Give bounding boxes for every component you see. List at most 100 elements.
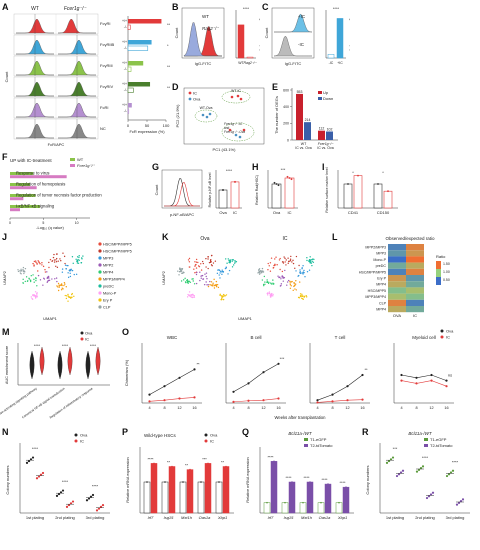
o-legend-ova: Ova xyxy=(446,329,454,334)
i-bar xyxy=(373,183,383,209)
panel-o: O Ova IC WBC 4 8 12 16 ** B cell 4 8 12 16 *** T cell 4… xyxy=(120,325,480,425)
g-y-axis-label: Count xyxy=(154,184,159,196)
o-series-point xyxy=(193,368,196,371)
p-point xyxy=(153,462,155,465)
panel-label-i: I xyxy=(322,162,325,172)
k-ova-umap-point xyxy=(219,272,221,274)
i-point xyxy=(347,183,349,185)
p-bar xyxy=(186,469,194,514)
b-legend-wt: WT xyxy=(202,14,209,19)
k-ic-umap-point xyxy=(284,261,286,263)
j-umap-point xyxy=(29,280,32,283)
r-point xyxy=(457,501,461,504)
b-bar xyxy=(246,56,254,59)
k-ic-umap-point xyxy=(278,276,280,279)
k-ic-umap-point xyxy=(259,270,261,273)
k-ova-umap-point xyxy=(192,293,194,296)
a-row-label: NC xyxy=(100,126,106,131)
j-umap-point xyxy=(33,265,35,267)
j-umap-point xyxy=(57,260,59,262)
b-category-label: Rag2⁻/⁻ xyxy=(243,61,257,65)
j-umap-point xyxy=(36,285,38,287)
k-ic-umap-point xyxy=(276,264,278,266)
j-umap-point xyxy=(67,272,69,274)
o-series-point xyxy=(178,397,181,400)
b-legend-rag: Rag2⁻/⁻ xyxy=(202,26,219,31)
f-bar-wt xyxy=(10,183,30,186)
l-ratio-title: Ratio xyxy=(436,254,446,259)
h-point xyxy=(275,183,278,185)
k-ova-umap-point xyxy=(193,294,195,297)
k-ic-umap-point xyxy=(290,285,292,287)
k-ic-umap-point xyxy=(270,282,272,284)
r-point xyxy=(447,473,451,476)
k-ova-umap-point xyxy=(212,282,214,284)
j-umap-point xyxy=(57,286,59,288)
c-category-label: -IC xyxy=(329,61,334,65)
k-ic-umap-point xyxy=(289,283,292,286)
q-gene-label: Irf7 xyxy=(268,515,275,520)
i-significance: * xyxy=(382,170,384,175)
o-legend-dot-ic xyxy=(440,335,444,339)
l-heatmap-cell xyxy=(406,281,424,288)
l-column-label: OVA xyxy=(393,313,401,318)
a-bar-wt xyxy=(128,103,132,108)
k-ova-umap-point xyxy=(201,275,203,277)
b-significance: **** xyxy=(243,6,250,11)
j-umap-point xyxy=(31,298,34,300)
n-category-label: 1st plating xyxy=(26,515,44,520)
k-ic-umap-point xyxy=(282,261,284,263)
r-point xyxy=(387,459,391,463)
j-umap-point xyxy=(35,261,37,264)
c-significance: **** xyxy=(333,6,340,11)
i-point xyxy=(377,183,379,185)
o-subplot-title: B cell xyxy=(250,335,261,340)
p-significance: *** xyxy=(202,457,207,461)
p-legend-ova: Ova xyxy=(210,433,218,438)
c-bar xyxy=(336,18,344,59)
l-heatmap-cell xyxy=(406,244,424,251)
q-bar xyxy=(324,483,332,514)
k-ic-umap-point xyxy=(264,281,266,283)
l-heatmap-cell xyxy=(388,299,406,306)
j-umap-point xyxy=(65,297,68,300)
m-violin xyxy=(67,346,73,376)
p-legend-dot-ova xyxy=(204,433,208,437)
o-series-point xyxy=(331,400,334,403)
k-y-axis-label: UMAP2 xyxy=(161,270,166,285)
k-ic-umap-point xyxy=(261,279,264,281)
l-colorbar-segment xyxy=(436,277,441,285)
k-ic-umap-point xyxy=(258,268,261,270)
j-umap-point xyxy=(70,269,72,272)
o-series-point xyxy=(247,382,250,385)
c-y-axis-label: Count xyxy=(264,27,269,39)
q-significance: **** xyxy=(286,476,292,480)
o-week-tick: 16 xyxy=(444,406,448,410)
j-umap-point xyxy=(51,278,53,280)
j-umap-point xyxy=(60,260,62,262)
k-ova-umap-point xyxy=(207,284,210,286)
o-series-point xyxy=(400,379,403,382)
m-violin xyxy=(95,346,101,376)
k-ova-umap-point xyxy=(187,293,189,296)
n-point xyxy=(89,495,93,498)
a-bar-wt xyxy=(128,82,151,87)
k-ova-umap-point xyxy=(211,254,213,257)
b-histogram-rag xyxy=(183,22,222,57)
k-ova-umap-point xyxy=(224,258,227,260)
k-ova-umap-point xyxy=(192,280,194,282)
j-umap-point xyxy=(37,274,40,277)
a-genotype-label: +/+ xyxy=(122,40,127,44)
j-umap-point xyxy=(60,289,63,291)
g-category-label: Ova xyxy=(219,210,227,215)
d-point-ko xyxy=(238,135,242,139)
l-row-label: preDC xyxy=(376,264,387,268)
n-point xyxy=(65,505,69,508)
k-ic-umap-point xyxy=(280,283,283,285)
k-ic-umap-point xyxy=(292,259,294,262)
q-point xyxy=(309,481,311,483)
k-ova-umap-point xyxy=(225,294,228,296)
